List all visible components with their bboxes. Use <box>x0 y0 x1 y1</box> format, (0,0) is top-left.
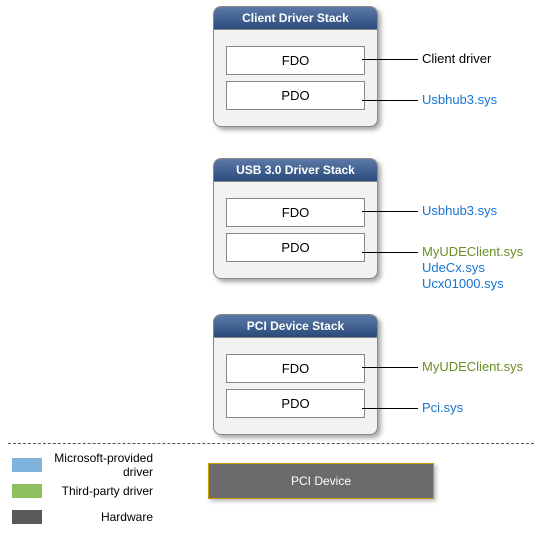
node-annotation: Client driver <box>422 51 491 67</box>
connector-line <box>362 211 418 212</box>
legend-label: Microsoft-provided driver <box>48 451 153 479</box>
legend-label: Hardware <box>48 510 153 524</box>
stack-node: PDO <box>226 389 365 418</box>
connector-line <box>362 252 418 253</box>
section-divider <box>8 443 534 444</box>
node-annotation: Ucx01000.sys <box>422 276 504 292</box>
hardware-box: PCI Device <box>208 463 434 499</box>
stack-box: PCI Device Stack FDO PDO <box>213 314 378 435</box>
node-annotation: MyUDEClient.sys <box>422 359 523 375</box>
node-annotation: MyUDEClient.sys <box>422 244 523 260</box>
stack-box: Client Driver Stack FDO PDO <box>213 6 378 127</box>
connector-line <box>362 367 418 368</box>
connector-line <box>362 408 418 409</box>
stack-title: USB 3.0 Driver Stack <box>214 159 377 182</box>
stack-box: USB 3.0 Driver Stack FDO PDO <box>213 158 378 279</box>
legend-swatch <box>12 458 42 472</box>
legend-swatch <box>12 484 42 498</box>
connector-line <box>362 59 418 60</box>
stack-node: FDO <box>226 354 365 383</box>
stack-node: FDO <box>226 198 365 227</box>
stack-node: PDO <box>226 233 365 262</box>
stack-node: PDO <box>226 81 365 110</box>
legend-swatch <box>12 510 42 524</box>
stack-title: PCI Device Stack <box>214 315 377 338</box>
stack-body: FDO PDO <box>214 30 377 126</box>
stack-body: FDO PDO <box>214 338 377 434</box>
stack-title: Client Driver Stack <box>214 7 377 30</box>
connector-line <box>362 100 418 101</box>
node-annotation: Usbhub3.sys <box>422 203 497 219</box>
legend-label: Third-party driver <box>48 484 153 498</box>
node-annotation: UdeCx.sys <box>422 260 485 276</box>
node-annotation: Usbhub3.sys <box>422 92 497 108</box>
stack-body: FDO PDO <box>214 182 377 278</box>
stack-node: FDO <box>226 46 365 75</box>
node-annotation: Pci.sys <box>422 400 463 416</box>
